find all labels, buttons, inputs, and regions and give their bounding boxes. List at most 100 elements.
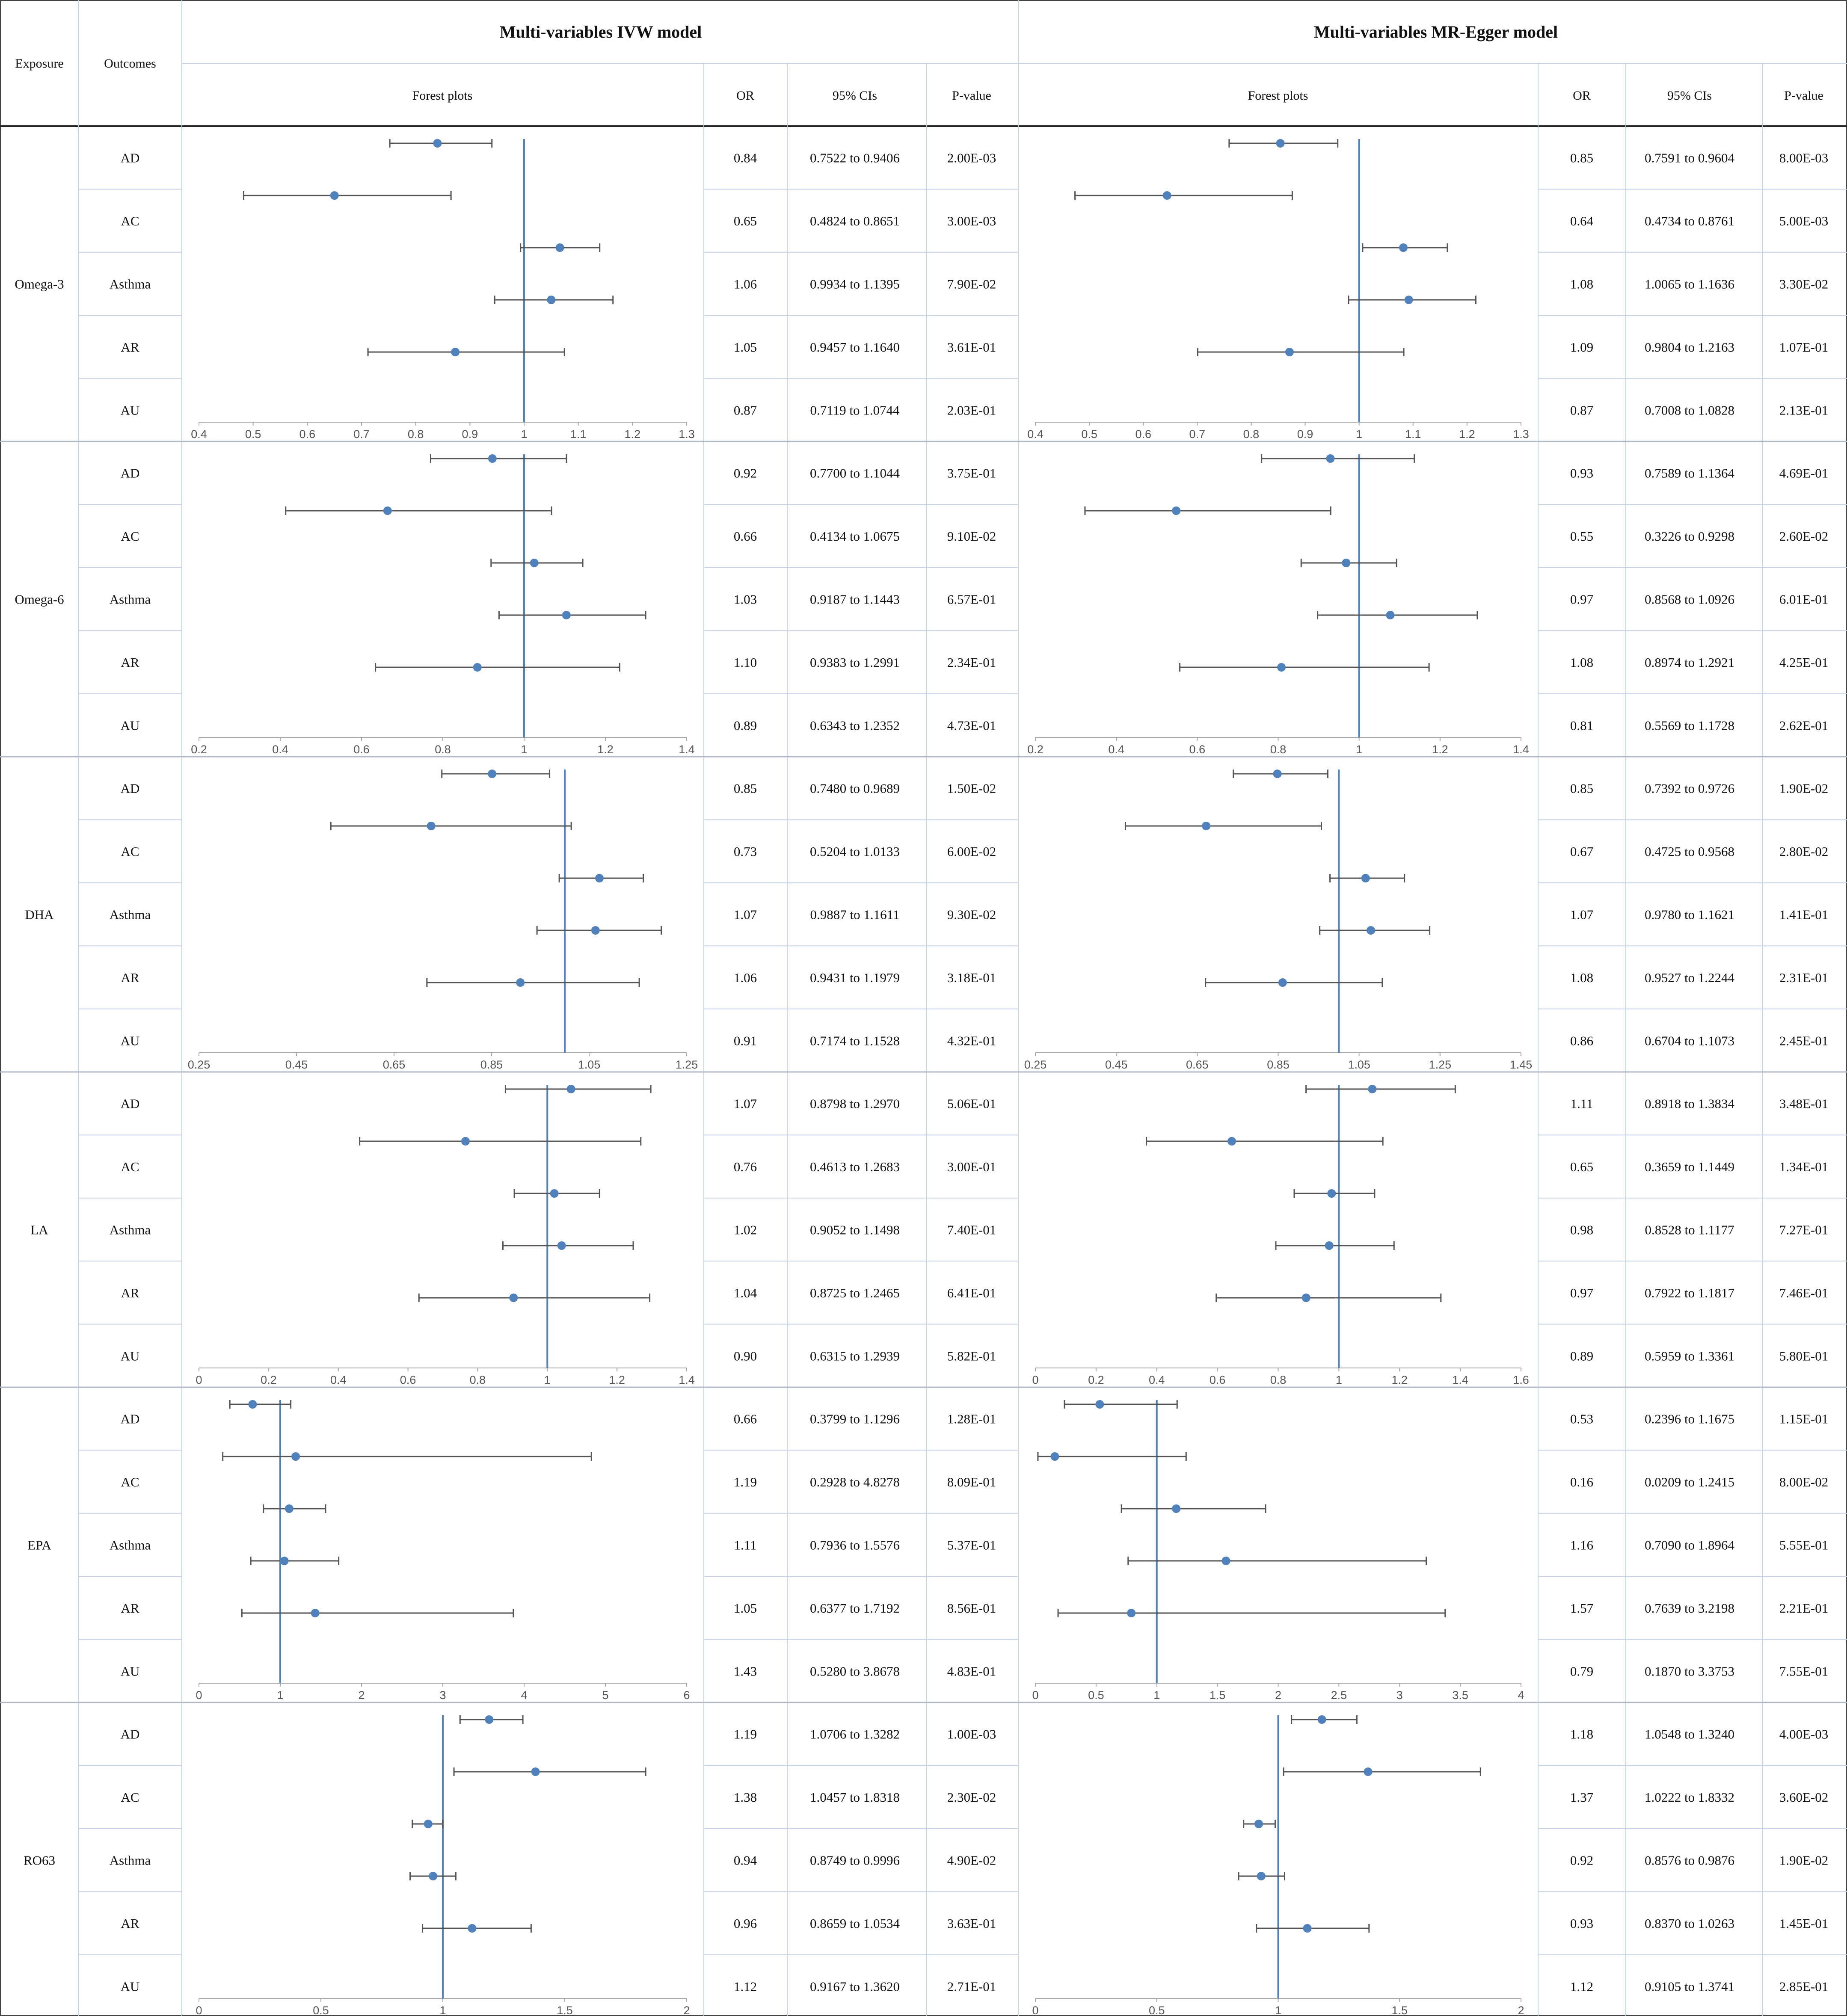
p-value: 3.00E-03 bbox=[947, 213, 996, 228]
ci-value: 0.7090 to 1.8964 bbox=[1645, 1538, 1735, 1553]
p-value: 5.55E-01 bbox=[1779, 1538, 1829, 1553]
ci-value: 0.2396 to 1.1675 bbox=[1645, 1412, 1734, 1427]
or-value: 1.10 bbox=[734, 655, 757, 670]
forest-plot-egger: 0.25 0.45 0.65 0.85 1.05 1.25 1.45 bbox=[1024, 770, 1532, 1071]
p-value: 1.90E-02 bbox=[1779, 781, 1829, 796]
x-tick-label: 1.25 bbox=[1429, 1058, 1452, 1071]
x-tick-label: 0.2 bbox=[261, 1374, 277, 1386]
header-outcomes: Outcomes bbox=[104, 56, 156, 71]
ci-value: 0.9887 to 1.1611 bbox=[810, 907, 900, 922]
p-value: 7.90E-02 bbox=[947, 277, 996, 292]
outcome-label: AC bbox=[121, 1474, 139, 1489]
p-value: 4.00E-03 bbox=[1779, 1727, 1829, 1742]
forest-plot-ivw: 0 0.2 0.4 0.6 0.8 1 1.2 1.4 bbox=[196, 1085, 695, 1386]
p-value: 4.73E-01 bbox=[947, 718, 996, 733]
ci-value: 0.8576 to 0.9876 bbox=[1645, 1853, 1734, 1868]
x-tick-label: 1.05 bbox=[1348, 1058, 1370, 1071]
ci-value: 0.7589 to 1.1364 bbox=[1645, 466, 1735, 481]
p-value: 5.00E-03 bbox=[1779, 213, 1829, 228]
ci-value: 0.7922 to 1.1817 bbox=[1645, 1285, 1734, 1300]
exposure-label: RO63 bbox=[24, 1853, 55, 1868]
x-tick-label: 1.3 bbox=[679, 428, 695, 441]
x-tick-label: 0.5 bbox=[1081, 428, 1097, 441]
x-tick-label: 0.6 bbox=[400, 1374, 416, 1386]
p-value: 2.45E-01 bbox=[1779, 1033, 1829, 1048]
or-value: 1.08 bbox=[1570, 277, 1593, 292]
x-tick-label: 0.8 bbox=[1243, 428, 1260, 441]
or-value: 0.91 bbox=[734, 1033, 757, 1048]
or-value: 0.92 bbox=[1570, 1853, 1593, 1868]
or-value: 1.19 bbox=[734, 1727, 757, 1742]
estimate-point bbox=[1285, 348, 1294, 356]
outcome-label: AC bbox=[121, 213, 139, 228]
ci-value: 0.9167 to 1.3620 bbox=[810, 1979, 900, 1994]
outcome-label: Asthma bbox=[110, 592, 151, 607]
outcome-label: AD bbox=[121, 1412, 140, 1427]
forest-plot-egger: 0 0.5 1 1.5 2 bbox=[1032, 1715, 1524, 2016]
outcome-label: AU bbox=[121, 1979, 140, 1994]
ci-value: 0.7936 to 1.5576 bbox=[810, 1538, 900, 1553]
x-tick-label: 1 bbox=[1153, 1689, 1160, 1702]
or-value: 0.65 bbox=[734, 213, 757, 228]
estimate-point bbox=[461, 1137, 470, 1146]
or-value: 0.81 bbox=[1570, 718, 1593, 733]
x-tick-label: 0.2 bbox=[1088, 1374, 1104, 1386]
outcome-label: AR bbox=[121, 340, 139, 355]
x-tick-label: 5 bbox=[602, 1689, 608, 1702]
or-value: 0.64 bbox=[1570, 213, 1594, 228]
outcome-label: AC bbox=[121, 529, 139, 544]
x-tick-label: 1.4 bbox=[679, 743, 695, 756]
ci-value: 0.6377 to 1.7192 bbox=[810, 1601, 900, 1616]
ci-value: 0.9383 to 1.2991 bbox=[810, 655, 900, 670]
x-tick-label: 1 bbox=[544, 1374, 551, 1386]
or-value: 0.85 bbox=[734, 781, 757, 796]
or-value: 0.67 bbox=[1570, 844, 1593, 859]
x-tick-label: 4 bbox=[1518, 1689, 1524, 1702]
x-tick-label: 0.6 bbox=[299, 428, 316, 441]
outcome-label: AD bbox=[121, 781, 140, 796]
or-value: 0.87 bbox=[734, 403, 757, 417]
x-tick-label: 0.85 bbox=[1267, 1058, 1290, 1071]
estimate-point bbox=[1277, 663, 1286, 672]
estimate-point bbox=[383, 506, 392, 515]
p-value: 3.48E-01 bbox=[1779, 1096, 1829, 1111]
or-value: 0.65 bbox=[1570, 1159, 1593, 1174]
x-tick-label: 0.8 bbox=[408, 428, 424, 441]
ci-value: 0.4725 to 0.9568 bbox=[1645, 844, 1734, 859]
x-tick-label: 0.65 bbox=[1186, 1058, 1209, 1071]
estimate-point bbox=[1278, 978, 1287, 987]
estimate-point bbox=[1361, 874, 1370, 882]
outcome-label: AD bbox=[121, 1096, 140, 1111]
estimate-point bbox=[473, 663, 482, 672]
or-value: 0.96 bbox=[734, 1916, 757, 1931]
p-value: 6.41E-01 bbox=[947, 1285, 996, 1300]
estimate-point bbox=[591, 926, 600, 935]
p-value: 1.41E-01 bbox=[1779, 907, 1829, 922]
x-tick-label: 1.1 bbox=[1405, 428, 1421, 441]
estimate-point bbox=[280, 1557, 289, 1565]
p-value: 2.21E-01 bbox=[1779, 1601, 1829, 1616]
or-value: 1.12 bbox=[734, 1979, 757, 1994]
estimate-point bbox=[468, 1924, 477, 1933]
or-value: 1.06 bbox=[734, 277, 757, 292]
p-value: 7.27E-01 bbox=[1779, 1223, 1829, 1237]
p-value: 1.15E-01 bbox=[1779, 1412, 1829, 1427]
estimate-point bbox=[1162, 191, 1171, 200]
ci-value: 0.8370 to 1.0263 bbox=[1645, 1916, 1734, 1931]
or-value: 1.08 bbox=[1570, 655, 1593, 670]
estimate-point bbox=[1202, 822, 1211, 830]
or-value: 0.16 bbox=[1570, 1474, 1593, 1489]
outcome-label: AC bbox=[121, 1159, 139, 1174]
p-value: 5.82E-01 bbox=[947, 1348, 996, 1363]
or-value: 1.07 bbox=[734, 907, 757, 922]
p-value: 4.25E-01 bbox=[1779, 655, 1829, 670]
x-tick-label: 1.5 bbox=[557, 2004, 573, 2016]
x-tick-label: 0.85 bbox=[480, 1058, 503, 1071]
block-ro63: RO63 AD AC Asthma AR AU 0 0.5 1 1.5 2 1.19 1.0706 to… bbox=[24, 1715, 1847, 2016]
outcome-label: AU bbox=[121, 1664, 140, 1679]
p-value: 9.10E-02 bbox=[947, 529, 996, 544]
estimate-point bbox=[429, 1872, 438, 1880]
